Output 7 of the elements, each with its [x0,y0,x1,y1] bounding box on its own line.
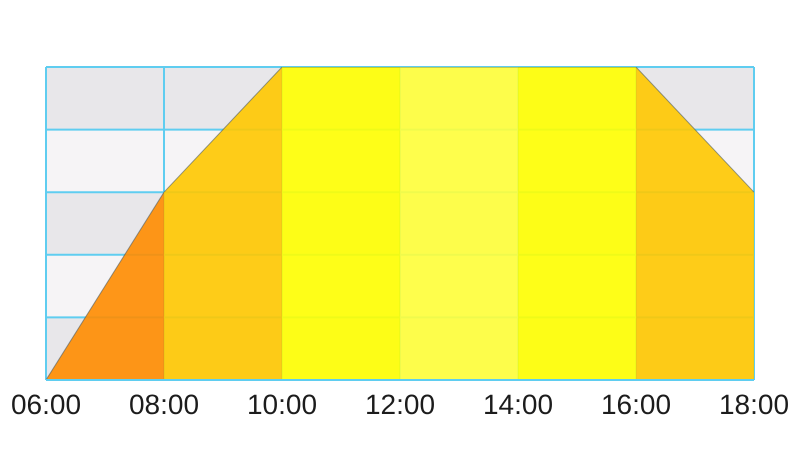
x-tick-label: 08:00 [128,388,200,420]
x-tick-label: 10:00 [246,388,318,420]
x-tick-label: 14:00 [482,388,554,420]
x-tick-label: 18:00 [718,388,790,420]
x-tick-label: 06:00 [10,388,82,420]
x-tick-label: 12:00 [364,388,436,420]
x-tick-label: 16:00 [600,388,672,420]
